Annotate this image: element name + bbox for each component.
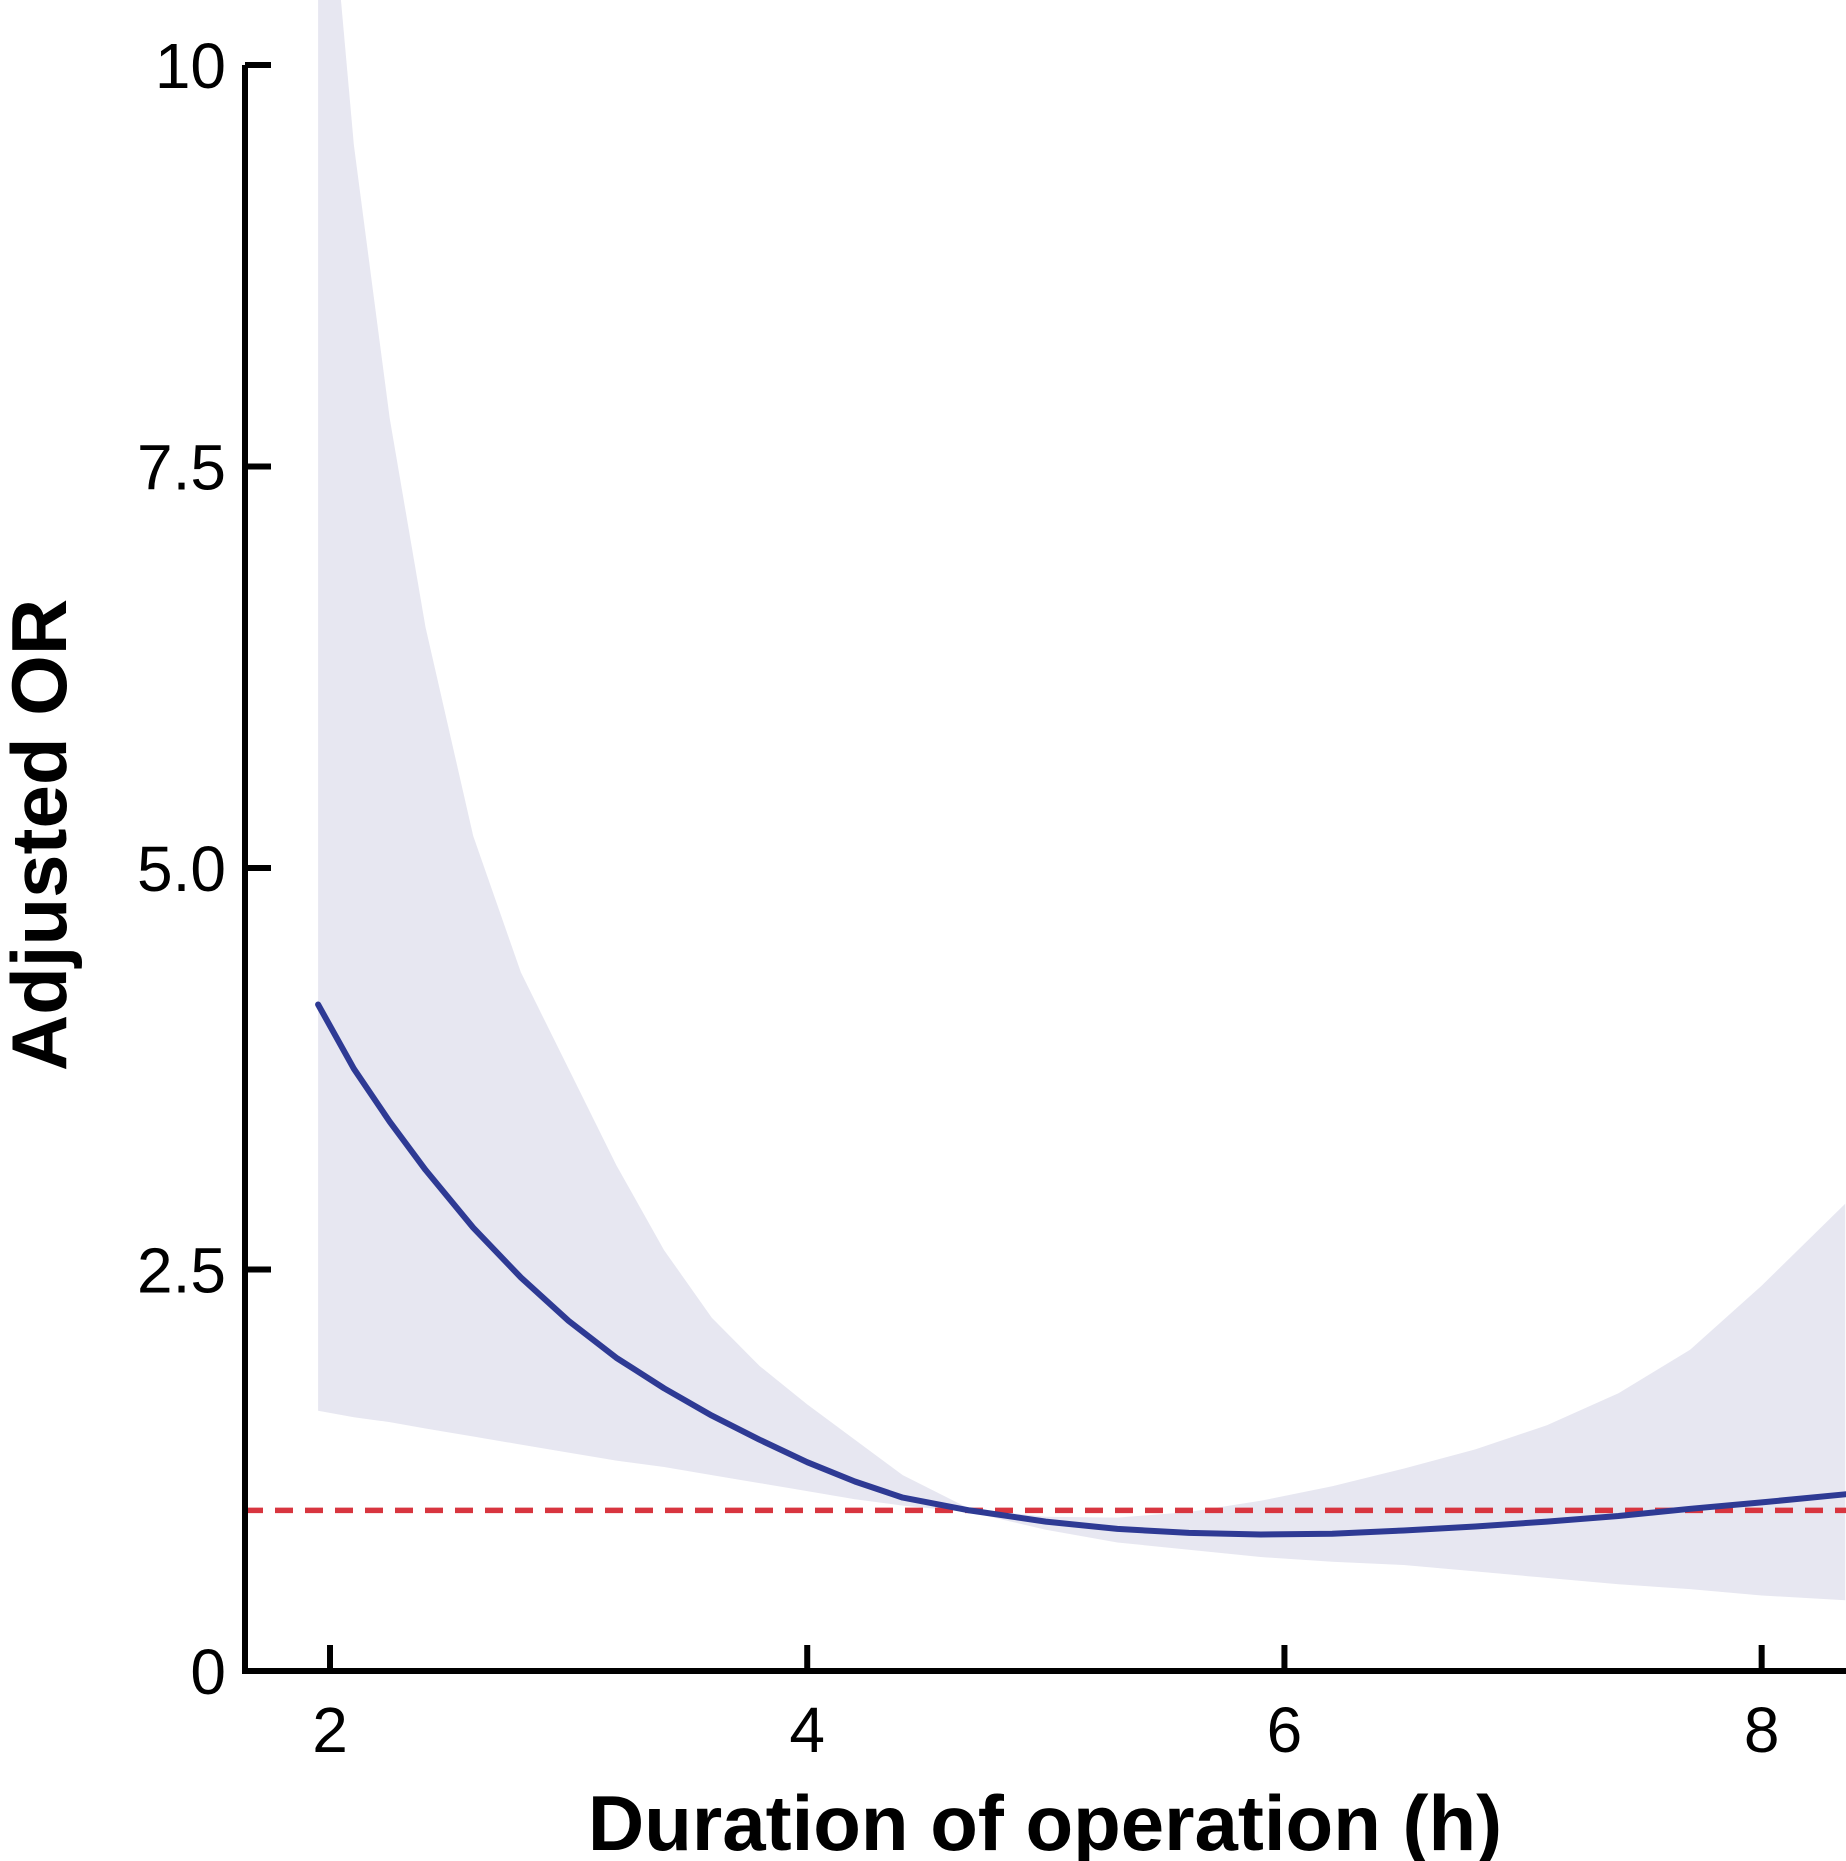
y-tick-label: 7.5	[137, 432, 226, 504]
y-axis-tick-labels: 0 2.5 5.0 7.5 10	[137, 30, 226, 1708]
x-axis-tick-labels: 2 4 6 8	[312, 1694, 1779, 1766]
x-tick-label: 4	[789, 1694, 825, 1766]
y-tick-label: 0	[190, 1636, 226, 1708]
y-axis-ticks	[245, 62, 271, 1674]
x-tick-label: 2	[312, 1694, 348, 1766]
x-tick-label: 6	[1267, 1694, 1303, 1766]
fit-curve	[315, 1001, 1846, 1538]
x-axis-title: Duration of operation (h)	[588, 1779, 1502, 1861]
x-axis-ticks	[327, 1645, 1765, 1671]
y-tick-label: 2.5	[137, 1235, 226, 1307]
y-tick-label: 5.0	[137, 833, 226, 905]
y-axis-title: Adjusted OR	[0, 599, 83, 1071]
confidence-band	[318, 0, 1846, 1601]
x-tick-label: 8	[1744, 1694, 1780, 1766]
y-tick-label: 10	[155, 30, 226, 102]
